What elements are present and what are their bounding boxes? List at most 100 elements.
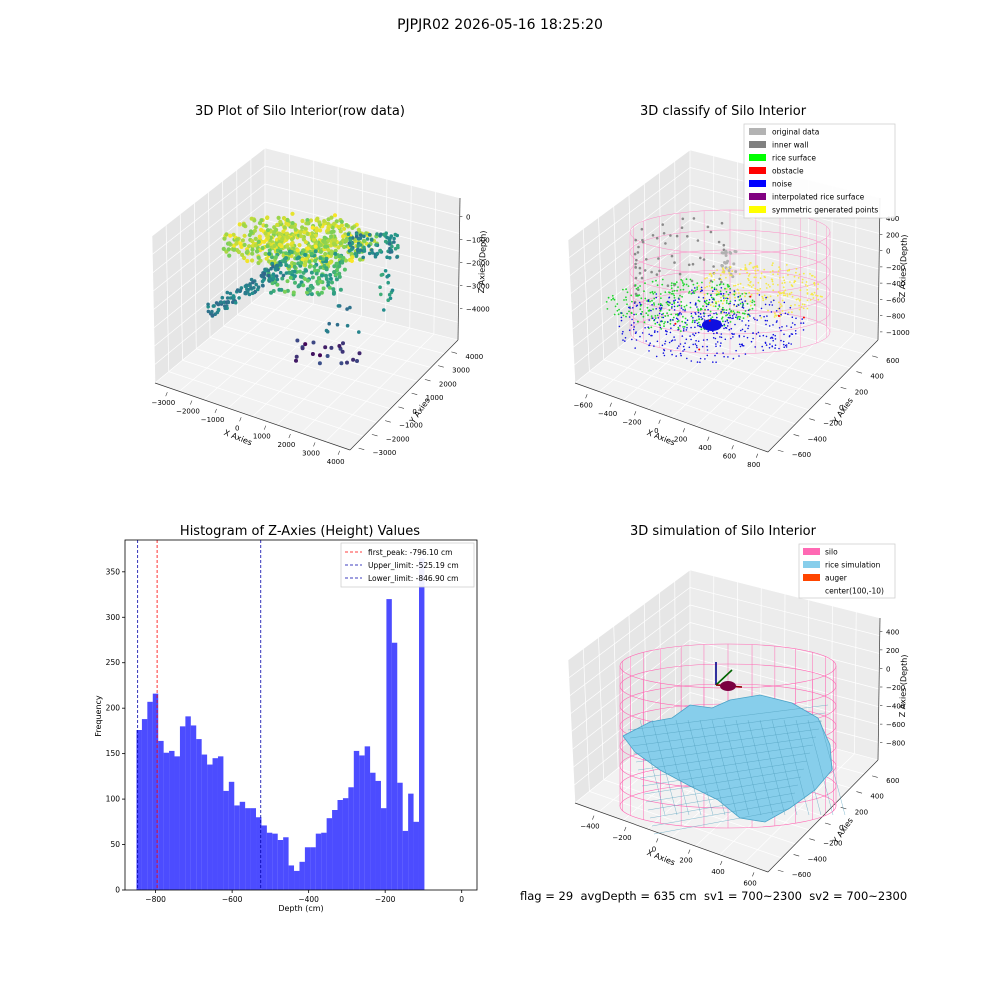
panel1-y-tick-label: 1000 — [426, 394, 444, 402]
panel2-symmetric-point — [773, 316, 776, 318]
panel2-noise-point — [730, 337, 732, 340]
panel1-point — [341, 341, 345, 346]
panel2-rice-point — [685, 278, 688, 281]
panel1-point — [332, 270, 337, 274]
panel2-noise-point — [727, 316, 730, 319]
panel1-y-tick — [438, 365, 444, 368]
histogram-bar — [299, 861, 305, 890]
panel2-symmetric-point — [738, 292, 740, 294]
panel1-point — [285, 217, 290, 223]
panel2-rice-point — [693, 292, 696, 294]
panel1-point — [265, 228, 270, 233]
panel2-noise-point — [705, 305, 708, 308]
histogram-bar — [266, 832, 273, 890]
panel2-noise-point — [739, 345, 742, 348]
panel2-noise-point — [760, 307, 763, 310]
panel2-rice-point — [729, 314, 731, 317]
panel2-rice-point — [626, 303, 628, 306]
panel2-symmetric-point — [812, 293, 814, 296]
panel2-rice-point — [659, 293, 662, 295]
panel4-grid-line — [659, 592, 662, 734]
panel2-noise-point — [738, 334, 741, 337]
panel2-noise-point — [671, 303, 673, 306]
panel2-symmetric-point — [788, 292, 791, 295]
panel2-rice-point — [670, 282, 673, 284]
panel2-symmetric-point — [795, 271, 797, 274]
panel2-noise-point — [781, 326, 783, 328]
panel2-noise-point — [772, 339, 774, 342]
panel2-original-point — [732, 262, 736, 266]
panel2-noise-point — [673, 336, 675, 338]
panel1-grid-line — [325, 333, 435, 442]
panel2-rice-point — [623, 299, 625, 301]
panel1-point — [269, 290, 273, 295]
panel2-noise-point — [698, 315, 700, 318]
panel2-rice-point — [696, 282, 699, 285]
histogram-bar — [337, 800, 343, 890]
panel2-y-tick — [809, 418, 815, 421]
panel2-symmetric-point — [745, 268, 748, 271]
histogram-frame — [124, 539, 478, 891]
panel2-symmetric-point — [810, 274, 813, 277]
panel2-rice-point — [645, 312, 648, 315]
panel2-symmetric-point — [704, 277, 706, 280]
panel2-noise-point — [794, 323, 796, 326]
panel2-noise-point — [653, 331, 656, 334]
panel2-noise-point — [694, 321, 696, 324]
histogram-bar — [277, 840, 284, 890]
panel4-y-tick — [777, 869, 784, 873]
panel2-noise-point — [644, 327, 646, 329]
panel2-noise-point — [621, 333, 624, 335]
panel2-symmetric-point — [729, 297, 731, 299]
panel1-point — [382, 308, 386, 312]
panel2-noise-point — [701, 318, 704, 320]
panel1-point — [375, 232, 379, 236]
panel4-grid-line — [689, 639, 880, 690]
panel4-surface-mesh — [675, 719, 702, 816]
histogram-bar — [207, 764, 213, 890]
panel2-symmetric-point — [816, 288, 819, 290]
panel1-point — [337, 271, 342, 276]
panel1-point — [288, 275, 293, 280]
panel1-y-tick — [411, 392, 418, 396]
panel2-rice-point — [715, 302, 717, 304]
panel2-noise-point — [658, 312, 661, 315]
panel2-rice-point — [637, 286, 639, 289]
panel2-symmetric-point — [779, 303, 782, 305]
panel2-noise-point — [738, 318, 741, 321]
panel2-noise-point — [733, 313, 735, 316]
panel2-wall-point — [709, 279, 713, 283]
panel4-surface-mesh — [735, 719, 762, 816]
panel2-rice-point — [661, 283, 664, 286]
panel1-point — [350, 255, 355, 260]
panel1-point — [388, 250, 392, 254]
panel4-y-tick-label: 600 — [886, 777, 899, 785]
panel2-noise-point — [668, 341, 671, 344]
panel2-symmetric-point — [719, 274, 722, 277]
panel1-grid-line — [264, 273, 459, 323]
panel2-rice-point — [722, 283, 725, 286]
histogram-bar — [179, 726, 186, 890]
panel2-noise-point — [682, 309, 684, 311]
panel2-noise-point — [680, 354, 682, 357]
histogram-bar — [353, 750, 360, 890]
panel1-title: 3D Plot of Silo Interior(row data) — [195, 104, 405, 119]
panel2-symmetric-point — [772, 289, 775, 292]
histogram-bar — [364, 746, 371, 890]
panel2-noise-point — [700, 316, 702, 318]
panel1-point — [367, 244, 371, 248]
panel1-point — [331, 287, 336, 292]
panel2-wall-point — [641, 238, 644, 242]
panel2-noise-point — [674, 339, 676, 341]
panel2-symmetric-point — [748, 263, 751, 266]
panel2-rice-point — [644, 297, 647, 300]
panel2-symmetric-point — [754, 269, 757, 272]
histogram-legend-label: Upper_limit: -525.19 cm — [368, 561, 459, 570]
panel2-rice-point — [702, 305, 704, 307]
panel1-point — [309, 270, 314, 275]
panel2-rice-point — [637, 294, 639, 297]
panel2-noise-point — [780, 339, 782, 342]
panel2-symmetric-point — [749, 304, 752, 307]
panel2-legend-swatch — [749, 154, 766, 161]
panel2-symmetric-point — [786, 295, 789, 297]
